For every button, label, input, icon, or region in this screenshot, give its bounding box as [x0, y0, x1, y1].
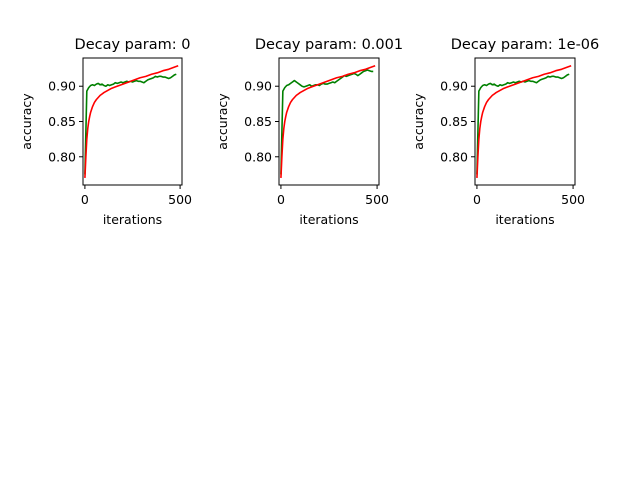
x-tick-label: 500 — [561, 192, 585, 207]
y-tick-label: 0.90 — [48, 79, 76, 94]
y-tick-label: 0.85 — [48, 114, 76, 129]
x-axis-label: iterations — [103, 212, 162, 227]
x-axis-label: iterations — [299, 212, 358, 227]
x-tick-label: 0 — [473, 192, 481, 207]
chart-title: Decay param: 0 — [75, 37, 191, 53]
x-tick-label: 500 — [365, 192, 389, 207]
chart-panel-3: 0 500 0.80 0.85 0.90 Decay param: 1e-06 iterat… — [411, 37, 599, 227]
series-line-1 — [280, 69, 374, 175]
x-tick-label: 0 — [81, 192, 89, 207]
y-tick-label: 0.80 — [440, 149, 468, 164]
axes-frame — [278, 57, 380, 186]
y-axis-label: accuracy — [215, 93, 230, 150]
series-line-2 — [84, 65, 179, 178]
y-tick-label: 0.80 — [244, 149, 272, 164]
y-tick-label: 0.90 — [244, 79, 272, 94]
y-tick-label: 0.80 — [48, 149, 76, 164]
x-tick-label: 0 — [277, 192, 285, 207]
series-line-2 — [476, 65, 572, 178]
series-line-2 — [280, 65, 376, 178]
y-axis-label: accuracy — [411, 93, 426, 150]
chart-title: Decay param: 0.001 — [255, 37, 403, 53]
chart-panel-2: 0 500 0.80 0.85 0.90 Decay param: 0.001 iterat… — [215, 37, 403, 227]
x-tick-label: 500 — [168, 192, 192, 207]
y-axis-label: accuracy — [19, 93, 34, 150]
series-line-1 — [84, 73, 177, 175]
y-tick-label: 0.85 — [244, 114, 272, 129]
chart-panel-1: 0 500 0.80 0.85 0.90 Decay param: 0 iterations… — [19, 37, 192, 227]
series-line-1 — [476, 73, 570, 175]
x-axis-label: iterations — [495, 212, 554, 227]
chart-title: Decay param: 1e-06 — [451, 37, 600, 53]
y-tick-label: 0.85 — [440, 114, 468, 129]
y-tick-label: 0.90 — [440, 79, 468, 94]
